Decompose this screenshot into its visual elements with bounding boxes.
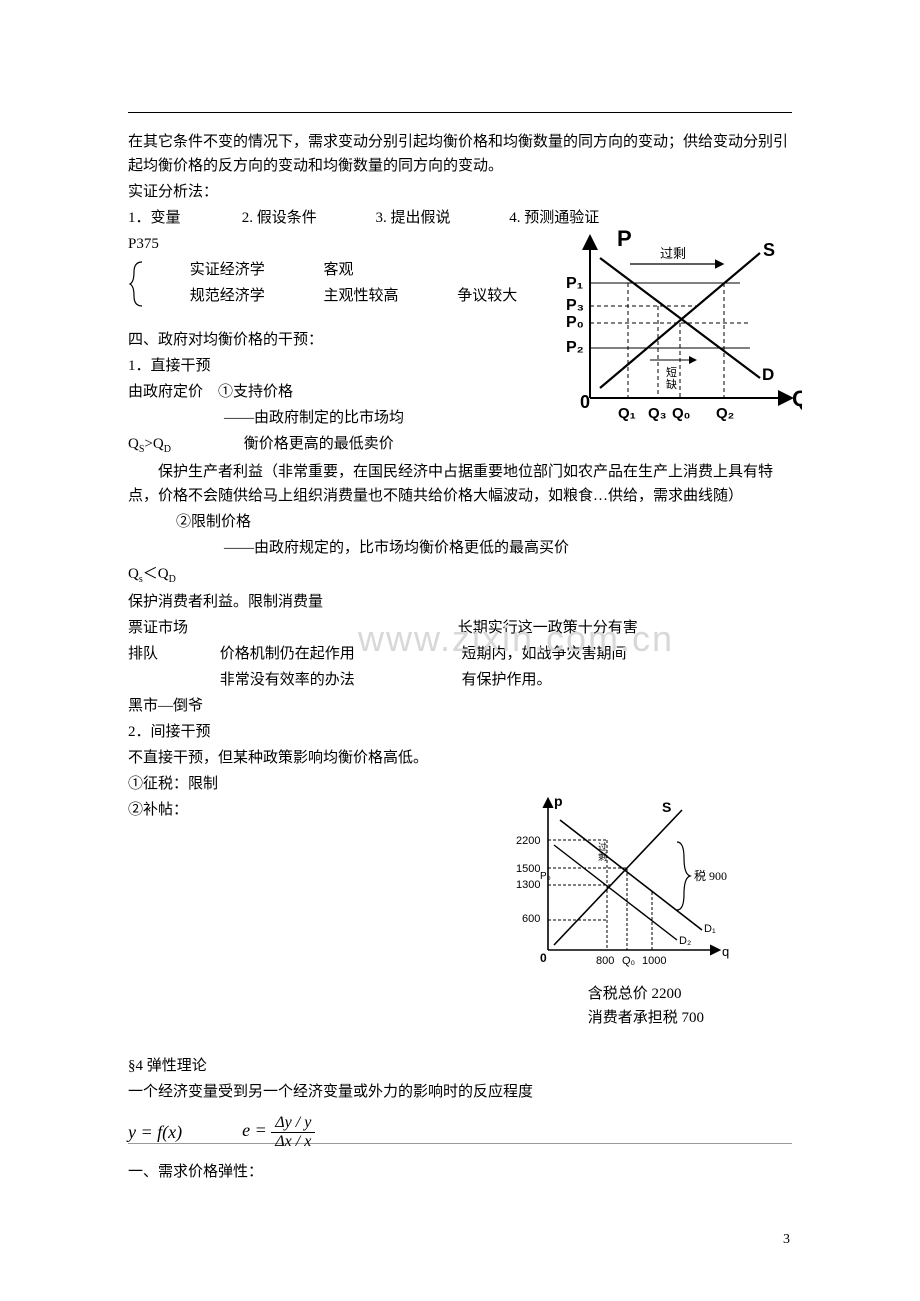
formula-row: y = f(x) e = Δy / y Δx / x	[128, 1114, 792, 1150]
formula-yfx: y = f(x)	[128, 1118, 182, 1147]
svg-text:1500: 1500	[516, 863, 540, 875]
svg-text:Q₁: Q₁	[618, 405, 636, 422]
svg-text:Q: Q	[792, 386, 802, 411]
price-mech: 价格机制仍在起作用	[220, 642, 458, 666]
step-1: 1．变量	[128, 206, 238, 230]
svg-text:税 900: 税 900	[694, 869, 727, 883]
para-qs-lt-qd: Qs＜QD	[128, 562, 792, 588]
inefficient: 非常没有效率的办法	[220, 668, 458, 692]
caption-consumer-tax: 消费者承担税 700	[588, 1006, 704, 1030]
svg-text:过剩: 过剩	[660, 246, 686, 261]
positive-econ-label: 实证经济学	[190, 258, 320, 282]
para-limit-desc: ——由政府规定的，比市场均衡价格更低的最高买价	[128, 536, 792, 560]
para-blackmarket: 黑市—倒爷	[128, 694, 792, 718]
svg-text:D₁: D₁	[704, 923, 716, 935]
svg-text:P₁: P₁	[566, 275, 584, 292]
svg-text:1000: 1000	[642, 955, 666, 967]
row-ticket: 票证市场 长期实行这一政策十分有害	[128, 616, 792, 640]
heading-elasticity: §4 弹性理论	[128, 1054, 792, 1078]
para-protect-consumer: 保护消费者利益。限制消费量	[128, 590, 792, 614]
svg-text:D₂: D₂	[679, 935, 691, 947]
svg-text:800: 800	[596, 955, 614, 967]
svg-text:p: p	[554, 793, 563, 809]
step-2: 2. 假设条件	[242, 206, 372, 230]
svg-text:剩: 剩	[598, 851, 607, 862]
queue-label: 排队	[128, 642, 216, 666]
ticket-market: 票证市场	[128, 616, 454, 640]
step-4: 4. 预测通验证	[509, 206, 599, 230]
normative-econ-label: 规范经济学	[190, 284, 320, 308]
formula-denominator: Δx / x	[271, 1133, 315, 1151]
svg-text:D: D	[762, 365, 774, 384]
para-intro: 在其它条件不变的情况下，需求变动分别引起均衡价格和均衡数量的同方向的变动；供给变…	[128, 130, 792, 178]
para-limit-price: ②限制价格	[128, 510, 792, 534]
para-method: 实证分析法：	[128, 180, 792, 204]
para-steps: 1．变量 2. 假设条件 3. 提出假说 4. 预测通验证	[128, 206, 792, 230]
positive-econ-desc: 客观	[324, 258, 354, 282]
svg-text:Q₀: Q₀	[622, 955, 635, 967]
document-body: www.zixin.com.cn 在其它条件不变的情况下，需求变动分别引起均衡价…	[128, 130, 792, 1184]
para-indirect: 2．间接干预	[128, 720, 792, 744]
svg-text:1300: 1300	[516, 879, 540, 891]
svg-text:P: P	[617, 228, 632, 251]
para-protect-producer: 保护生产者利益（非常重要，在国民经济中占据重要地位部门如农产品在生产上消费上具有…	[128, 460, 792, 508]
protective: 有保护作用。	[462, 668, 552, 692]
svg-text:P₃: P₃	[566, 297, 584, 314]
svg-text:P₂: P₂	[566, 339, 584, 356]
svg-text:Q₀: Q₀	[672, 405, 690, 422]
svg-text:S: S	[662, 799, 671, 815]
svg-text:0: 0	[540, 951, 547, 965]
svg-text:过: 过	[598, 841, 607, 852]
caption-total-tax: 含税总价 2200	[588, 982, 704, 1006]
row-ineff: 非常没有效率的办法 有保护作用。	[128, 668, 792, 692]
formula-e: e = Δy / y Δx / x	[242, 1114, 315, 1150]
para-elasticity-def: 一个经济变量受到另一个经济变量或外力的影响时的反应程度	[128, 1080, 792, 1104]
tax-incidence-chart: p q 0 S D₁ D₂ 税 900 过 剩 2200 1500 P₀ 130…	[502, 790, 732, 980]
row-queue: 排队 价格机制仍在起作用 短期内，如战争灾害期间	[128, 642, 792, 666]
svg-text:q: q	[722, 944, 729, 959]
svg-text:600: 600	[522, 913, 540, 925]
supply-demand-chart: P Q 0 S D 过剩 短 缺 P₁ P₃ P₀ P₂ Q₁ Q₃ Q₀ Q₂	[550, 228, 802, 428]
short-term: 短期内，如战争灾害期间	[462, 642, 627, 666]
normative-econ-desc: 主观性较高	[324, 284, 454, 308]
para-demand-elasticity: 一、需求价格弹性：	[128, 1160, 792, 1184]
svg-text:P₀: P₀	[566, 314, 584, 331]
svg-text:Q₂: Q₂	[716, 405, 734, 422]
chart2-caption: 含税总价 2200 消费者承担税 700	[588, 982, 704, 1030]
longterm-harm: 长期实行这一政策十分有害	[458, 616, 638, 640]
svg-text:P₀: P₀	[540, 871, 551, 882]
formula-numerator: Δy / y	[271, 1114, 315, 1133]
page-number: 3	[783, 1229, 790, 1251]
curly-brace-icon	[128, 260, 146, 308]
svg-text:短: 短	[666, 365, 677, 379]
para-indirect-desc: 不直接干预，但某种政策影响均衡价格高低。	[128, 746, 792, 770]
svg-text:S: S	[763, 240, 775, 260]
page-top-rule	[128, 112, 792, 113]
step-3: 3. 提出假说	[376, 206, 506, 230]
para-qsqd: QS>QD 衡价格更高的最低卖价	[128, 432, 792, 458]
svg-text:0: 0	[580, 392, 590, 412]
svg-text:Q₃: Q₃	[648, 405, 667, 422]
normative-econ-note: 争议较大	[457, 284, 517, 308]
floor-price-label: 衡价格更高的最低卖价	[244, 432, 394, 456]
svg-text:缺: 缺	[666, 377, 677, 391]
svg-text:2200: 2200	[516, 835, 540, 847]
